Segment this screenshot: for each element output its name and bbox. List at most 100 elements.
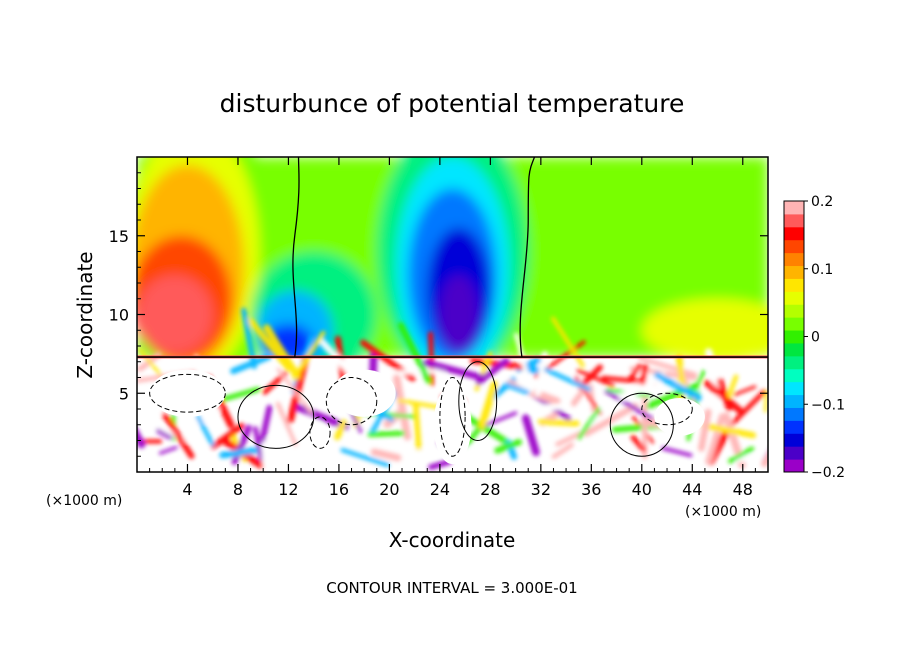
- turbulence-streak-124: [570, 390, 585, 407]
- turbulence-streak-90: [514, 332, 533, 393]
- colorbar-segment-2: [784, 433, 804, 447]
- dashed-contour-4: [641, 392, 693, 426]
- turbulence-streak-133: [137, 427, 146, 449]
- colorbar-segment-7: [784, 368, 804, 383]
- x-tick-label-32: 32: [531, 480, 551, 499]
- colorbar-segment-3: [784, 420, 804, 434]
- x-unit-left: (×1000 m): [46, 493, 122, 509]
- colorbar-segment-0: [784, 459, 804, 473]
- turbulence-streak-100: [334, 419, 347, 441]
- zero-contour-left: [292, 157, 300, 358]
- dashed-contour-2: [439, 377, 466, 457]
- colorbar-segment-4: [784, 407, 804, 421]
- colorbar-segment-9: [784, 342, 804, 357]
- turbulence-streak-6: [392, 374, 412, 441]
- colorbar-segment-6: [784, 381, 804, 396]
- colorbar-segment-11: [784, 317, 804, 331]
- neutral-patch-3: [654, 397, 705, 436]
- turbulence-streak-123: [698, 408, 712, 452]
- turbulence-streak-75: [263, 324, 301, 380]
- warm-region-4: [137, 275, 213, 354]
- turbulence-streak-58: [275, 401, 298, 447]
- x-tick-label-28: 28: [480, 480, 500, 499]
- colorbar-segment-15: [784, 265, 804, 279]
- turbulence-streak-129: [639, 363, 649, 386]
- turbulence-streak-119: [543, 367, 591, 392]
- colorbar: 0.2 0.1 0 −0.1 −0.2: [783, 194, 845, 481]
- x-unit-right: (×1000 m): [685, 504, 761, 520]
- turbulence-streak-83: [717, 377, 733, 412]
- turbulence-streak-116: [654, 372, 702, 401]
- turbulence-streak-112: [551, 442, 575, 460]
- turbulence-streak-78: [604, 389, 654, 421]
- turbulence-streak-72: [388, 368, 446, 375]
- solid-contour-2: [609, 392, 674, 457]
- turbulence-streak-80: [676, 357, 686, 386]
- turbulence-streak-106: [736, 454, 764, 463]
- turbulence-streak-59: [705, 413, 726, 465]
- turbulence-streak-102: [397, 322, 432, 384]
- turbulence-streak-66: [428, 331, 435, 386]
- x-tick-label-44: 44: [682, 480, 702, 499]
- turbulence-streak-134: [161, 411, 195, 459]
- colorbar-segment-1: [784, 446, 804, 460]
- turbulence-streak-39: [230, 353, 272, 375]
- neutral-patch-2: [433, 385, 472, 465]
- turbulence-streak-42: [370, 448, 402, 462]
- colorbar-segment-12: [784, 304, 804, 318]
- turbulence-streak-23: [194, 354, 209, 374]
- turbulence-streak-32: [262, 371, 288, 395]
- chart-title: disturbunce of potential temperature: [220, 89, 685, 118]
- dashed-contour-0: [149, 373, 226, 413]
- colorbar-segment-17: [784, 239, 804, 254]
- y-axis-label: Z-coordinate: [73, 251, 97, 378]
- turbulence-streak-107: [276, 367, 314, 415]
- turbulence-streak-97: [700, 422, 757, 439]
- turbulence-streak-35: [158, 446, 178, 455]
- y-tick-label-5: 5: [119, 384, 129, 403]
- turbulence-streak-113: [763, 390, 768, 413]
- x-tick-label-4: 4: [182, 480, 192, 499]
- turbulence-streak-96: [531, 402, 573, 412]
- turbulence-streak-135: [727, 446, 755, 464]
- turbulence-streak-54: [733, 385, 757, 397]
- x-tick-label-12: 12: [278, 480, 298, 499]
- turbulence-streak-88: [210, 422, 245, 450]
- dashed-contour-1: [325, 377, 378, 426]
- turbulence-streak-104: [555, 430, 584, 447]
- turbulence-streak-15: [521, 414, 540, 457]
- zero-contour-right: [519, 157, 536, 358]
- colorbar-segment-10: [784, 330, 804, 344]
- turbulence-streak-103: [155, 428, 173, 440]
- colorbar-label-3: −0.1: [811, 397, 845, 413]
- turbulence-streak-130: [219, 447, 259, 459]
- colorbar-label-4: −0.2: [811, 465, 845, 481]
- turbulence-streak-64: [253, 426, 265, 467]
- neutral-patch-1: [332, 369, 396, 417]
- turbulence-streak-138: [726, 374, 739, 398]
- colorbar-label-2: 0: [811, 330, 820, 346]
- x-tick-label-40: 40: [632, 480, 652, 499]
- x-tick-label-16: 16: [329, 480, 349, 499]
- contour-interval-note: CONTOUR INTERVAL = 3.000E-01: [326, 579, 577, 597]
- x-tick-label-8: 8: [233, 480, 243, 499]
- turbulence-streak-128: [367, 430, 405, 438]
- solid-contour-0: [237, 384, 315, 449]
- turbulence-streak-16: [638, 356, 698, 377]
- x-tick-label-20: 20: [379, 480, 399, 499]
- colorbar-segment-13: [784, 291, 804, 305]
- turbulence-streak-68: [630, 434, 647, 453]
- colorbar-segment-16: [784, 252, 804, 267]
- turbulence-streak-13: [293, 403, 350, 431]
- colorbar-segment-5: [784, 394, 804, 408]
- x-axis-label: X-coordinate: [389, 528, 516, 552]
- colorbar-segment-20: [784, 201, 804, 215]
- neutral-patch-0: [149, 369, 226, 417]
- x-tick-label-24: 24: [430, 480, 450, 499]
- contour-lines: [137, 157, 768, 457]
- upper-layer: [137, 157, 768, 394]
- turbulence-streak-49: [534, 351, 548, 397]
- turbulence-streak-126: [422, 359, 487, 382]
- dashed-contour-3: [309, 416, 331, 449]
